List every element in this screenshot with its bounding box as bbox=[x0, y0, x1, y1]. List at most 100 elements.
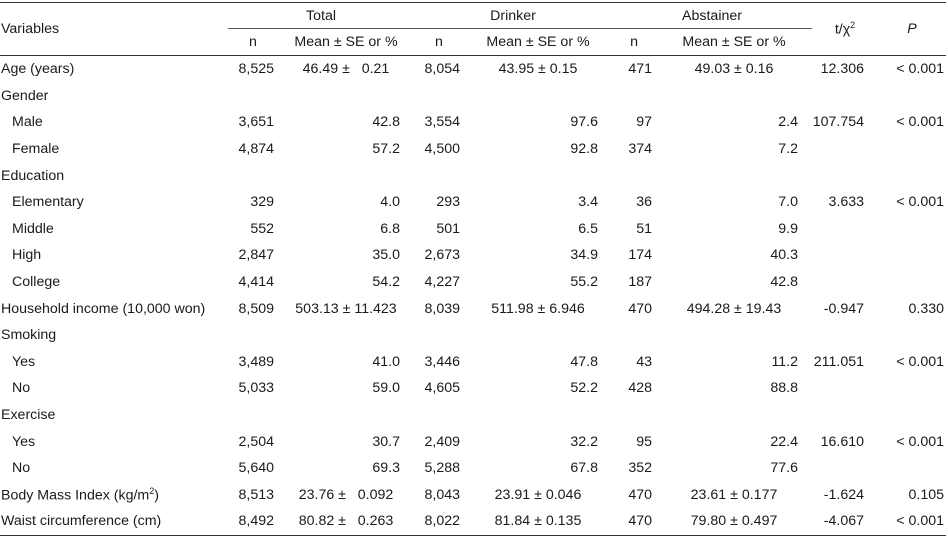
cell-p: 0.105 bbox=[908, 486, 945, 503]
cell-mean-abstainer: 494.28 ± 19.43 bbox=[686, 300, 782, 317]
row-label: Gender bbox=[1, 87, 49, 104]
cell-p bbox=[878, 269, 946, 296]
cell-n-abstainer: 471 bbox=[628, 61, 653, 78]
cell-mean-abstainer: 22.4 bbox=[770, 433, 799, 450]
cell-stat: -4.067 bbox=[812, 508, 879, 536]
cell-mean-total: 42.8 bbox=[372, 114, 400, 131]
cell-stat: -0.947 bbox=[823, 300, 865, 317]
cell-n-abstainer: 51 bbox=[636, 220, 653, 237]
cell-mean-total: 23.76 ± 0.092 bbox=[298, 486, 394, 503]
cell-mean-total: 4.0 bbox=[380, 194, 400, 211]
cell-mean-abstainer: 40.3 bbox=[770, 247, 799, 264]
row-label: Body Mass Index (kg/m2) bbox=[1, 485, 159, 504]
table-row: Yes 2,504 30.7 2,409 32.2 95 22.4 16.610 < 0.001 bbox=[0, 428, 946, 455]
cell-p: < 0.001 bbox=[896, 194, 945, 211]
cell-p bbox=[878, 402, 946, 429]
cell-n-total: 8,525 bbox=[238, 61, 274, 78]
row-label: Female bbox=[12, 141, 60, 158]
cell-n-total: 4,874 bbox=[238, 141, 274, 158]
cell-p bbox=[878, 216, 946, 243]
cell-mean-drinker: 55.2 bbox=[570, 274, 599, 291]
row-label: No bbox=[12, 460, 31, 477]
cell-mean-total: 80.82 ± 0.263 bbox=[278, 508, 414, 536]
cell-stat: 12.306 bbox=[820, 61, 865, 78]
row-label: College bbox=[12, 274, 61, 291]
header-mean-drinker: Mean ± SE or % bbox=[464, 28, 613, 56]
cell-n-total bbox=[228, 322, 278, 349]
cell-n-total: 3,489 bbox=[238, 353, 274, 370]
cell-p bbox=[878, 322, 946, 349]
cell-mean-total: 503.13 ± 11.423 bbox=[295, 300, 397, 317]
table-row: Waist circumference (cm) 8,492 80.82 ± 0.2… bbox=[0, 508, 947, 536]
cell-mean-abstainer: 79.80 ± 0.497 bbox=[656, 508, 813, 536]
cell-mean-drinker bbox=[464, 83, 612, 110]
cell-n-drinker: 3,554 bbox=[424, 114, 460, 131]
cell-n-total: 4,414 bbox=[238, 274, 274, 291]
table-row: Gender bbox=[0, 83, 946, 110]
cell-stat bbox=[812, 242, 878, 269]
cell-mean-abstainer: 77.6 bbox=[770, 460, 799, 477]
cell-n-abstainer: 174 bbox=[628, 247, 653, 264]
cell-mean-total: 41.0 bbox=[372, 353, 400, 370]
cell-n-total: 2,504 bbox=[238, 433, 274, 450]
cell-n-drinker: 293 bbox=[436, 194, 460, 211]
row-label: Male bbox=[12, 114, 43, 131]
cell-mean-drinker: 81.84 ± 0.135 bbox=[464, 508, 613, 536]
table-row: Elementary 329 4.0 293 3.4 36 7.0 3.633 < 0.001 bbox=[0, 189, 946, 216]
cell-mean-drinker: 92.8 bbox=[570, 141, 599, 158]
cell-mean-drinker: 511.98 ± 6.946 bbox=[491, 300, 585, 317]
cell-mean-total: 35.0 bbox=[372, 247, 400, 264]
cell-stat bbox=[812, 402, 878, 429]
cell-n-abstainer: 470 bbox=[628, 300, 653, 317]
cell-mean-total: 59.0 bbox=[372, 380, 400, 397]
cell-mean-total: 30.7 bbox=[372, 433, 400, 450]
cell-mean-total: 6.8 bbox=[380, 220, 400, 237]
cell-p bbox=[878, 375, 946, 402]
cell-mean-drinker: 97.6 bbox=[570, 114, 599, 131]
cell-n-abstainer: 43 bbox=[636, 353, 653, 370]
cell-mean-total: 54.2 bbox=[372, 274, 400, 291]
cell-stat: 3.633 bbox=[828, 194, 865, 211]
cell-stat bbox=[812, 375, 878, 402]
cell-n-drinker bbox=[414, 322, 464, 349]
cell-mean-abstainer: 9.9 bbox=[778, 220, 799, 237]
cell-mean-abstainer bbox=[656, 162, 812, 189]
cell-mean-drinker: 43.95 ± 0.15 bbox=[498, 61, 578, 78]
cell-p: < 0.001 bbox=[896, 353, 945, 370]
row-label: Waist circumference (cm) bbox=[0, 508, 228, 536]
table-row: Age (years) 8,525 46.49 ± 0.21 8,054 43.95 ±… bbox=[0, 56, 946, 83]
cell-p: < 0.001 bbox=[896, 433, 945, 450]
table-row: No 5,033 59.0 4,605 52.2 428 88.8 bbox=[0, 375, 946, 402]
cell-p bbox=[878, 162, 946, 189]
cell-n-drinker: 4,605 bbox=[424, 380, 460, 397]
row-label: Household income (10,000 won) bbox=[1, 300, 206, 317]
cell-n-abstainer: 97 bbox=[636, 114, 653, 131]
cell-n-abstainer: 352 bbox=[628, 460, 653, 477]
cell-mean-total: 46.49 ± 0.21 bbox=[302, 61, 390, 78]
cell-p: < 0.001 bbox=[896, 61, 945, 78]
cell-stat bbox=[812, 455, 878, 482]
cell-mean-total: 69.3 bbox=[372, 460, 400, 477]
cell-p: 0.330 bbox=[908, 300, 945, 317]
cell-mean-drinker bbox=[464, 402, 612, 429]
table-row: Household income (10,000 won) 8,509 503.13… bbox=[0, 295, 946, 322]
row-label: Education bbox=[1, 167, 65, 184]
cell-n-total bbox=[228, 162, 278, 189]
table-row: Yes 3,489 41.0 3,446 47.8 43 11.2 211.051 < 0.00… bbox=[0, 349, 946, 376]
cell-n-abstainer bbox=[612, 322, 656, 349]
row-label: Age (years) bbox=[1, 61, 75, 78]
cell-n-total: 8,492 bbox=[228, 508, 278, 536]
header-mean-total: Mean ± SE or % bbox=[278, 28, 414, 56]
cell-n-abstainer: 470 bbox=[612, 508, 657, 536]
cell-stat bbox=[812, 269, 878, 296]
cell-mean-drinker: 6.5 bbox=[578, 220, 599, 237]
cell-mean-abstainer: 7.2 bbox=[778, 141, 799, 158]
cell-stat bbox=[812, 216, 878, 243]
cell-mean-drinker: 23.91 ± 0.046 bbox=[494, 486, 582, 503]
table-row: College 4,414 54.2 4,227 55.2 187 42.8 bbox=[0, 269, 946, 296]
cell-n-drinker: 8,043 bbox=[424, 486, 460, 503]
header-mean-abstainer: Mean ± SE or % bbox=[656, 28, 813, 56]
cell-n-abstainer bbox=[612, 83, 656, 110]
header-group-drinker: Drinker bbox=[414, 2, 613, 29]
